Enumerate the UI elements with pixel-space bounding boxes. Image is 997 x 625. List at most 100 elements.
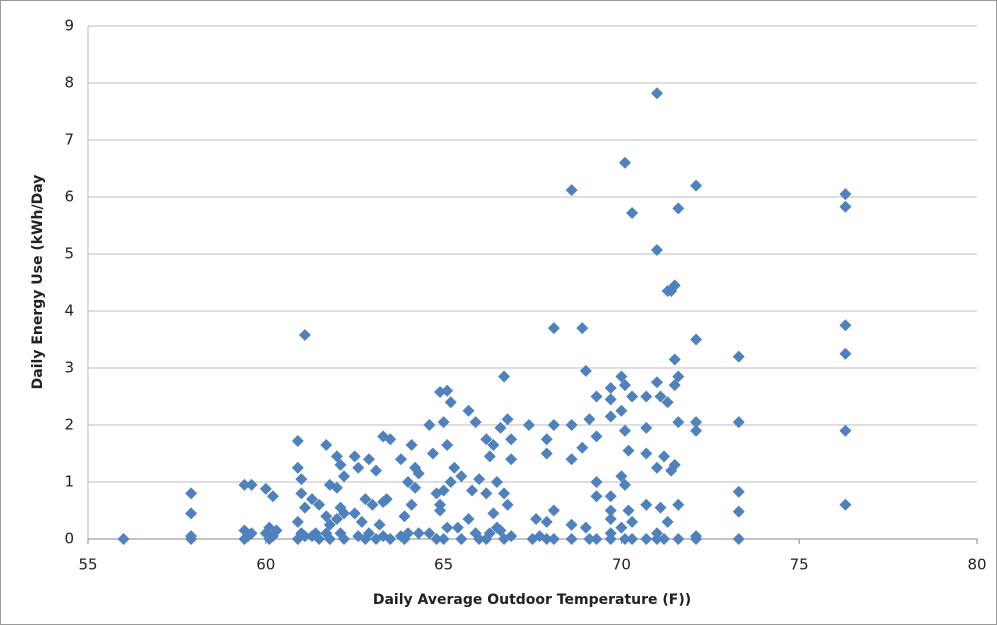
point [565, 419, 578, 431]
x-axis-label: Daily Average Outdoor Temperature (F)) [373, 592, 691, 608]
point [355, 515, 368, 528]
point [348, 450, 361, 463]
point [690, 424, 703, 437]
point [473, 533, 486, 545]
point [394, 453, 407, 466]
point [238, 478, 251, 491]
point [661, 515, 674, 528]
point [661, 396, 674, 409]
point [565, 453, 578, 466]
point [405, 438, 418, 451]
point [423, 527, 436, 540]
point [839, 319, 852, 332]
point [402, 476, 415, 488]
point [583, 533, 596, 545]
x-tick-label: 60 [256, 556, 275, 574]
y-tick-label: 7 [64, 131, 74, 149]
point [441, 521, 454, 534]
point [650, 461, 663, 474]
point [626, 390, 639, 403]
point [640, 533, 653, 545]
point [540, 433, 553, 446]
point [604, 393, 617, 406]
point [373, 518, 386, 531]
point [398, 510, 411, 523]
point [618, 424, 631, 437]
point [295, 473, 308, 486]
point [245, 478, 258, 491]
point [654, 501, 667, 514]
point [732, 416, 745, 429]
point [444, 396, 457, 409]
point [579, 364, 592, 377]
point [462, 404, 475, 417]
point [370, 464, 383, 477]
point [604, 490, 617, 503]
point [384, 433, 397, 446]
point [437, 533, 450, 545]
point [338, 507, 351, 520]
point [547, 533, 560, 545]
point [330, 513, 343, 526]
point [426, 447, 439, 460]
point [338, 533, 351, 545]
point [626, 206, 639, 219]
point [732, 350, 745, 363]
point [362, 527, 375, 540]
point [626, 533, 639, 545]
point [615, 370, 628, 383]
point [604, 410, 617, 423]
point [565, 184, 578, 197]
point [658, 533, 671, 545]
point [672, 370, 685, 383]
point [462, 513, 475, 526]
point [298, 501, 311, 514]
point [839, 200, 852, 213]
point [668, 353, 681, 366]
point [604, 504, 617, 517]
y-tick-label: 2 [64, 416, 74, 434]
point [672, 202, 685, 215]
point [547, 322, 560, 335]
point [313, 498, 326, 511]
point [480, 487, 493, 500]
point [672, 533, 685, 545]
point [565, 533, 578, 545]
point [434, 498, 447, 511]
y-tick-label: 9 [64, 17, 74, 35]
point [366, 498, 379, 511]
point [405, 498, 418, 511]
point [505, 453, 518, 466]
point [590, 430, 603, 443]
y-tick-label: 0 [64, 530, 74, 548]
point [665, 285, 678, 298]
point [839, 188, 852, 201]
point [490, 476, 503, 488]
point [615, 521, 628, 534]
point [362, 453, 375, 466]
point [839, 498, 852, 511]
point [590, 476, 603, 488]
point [839, 424, 852, 437]
point [423, 419, 436, 431]
point [384, 533, 397, 545]
point [505, 433, 518, 446]
point [590, 533, 603, 545]
point [732, 533, 745, 545]
point [501, 498, 514, 511]
point [412, 467, 425, 480]
point [437, 484, 450, 497]
x-tick-label: 65 [434, 556, 453, 574]
point [466, 484, 479, 497]
point [690, 533, 703, 545]
point [690, 416, 703, 429]
point [330, 481, 343, 494]
point [473, 473, 486, 486]
point [615, 470, 628, 483]
point [626, 515, 639, 528]
x-tick-label: 70 [612, 556, 631, 574]
point [498, 370, 511, 383]
point [590, 390, 603, 403]
